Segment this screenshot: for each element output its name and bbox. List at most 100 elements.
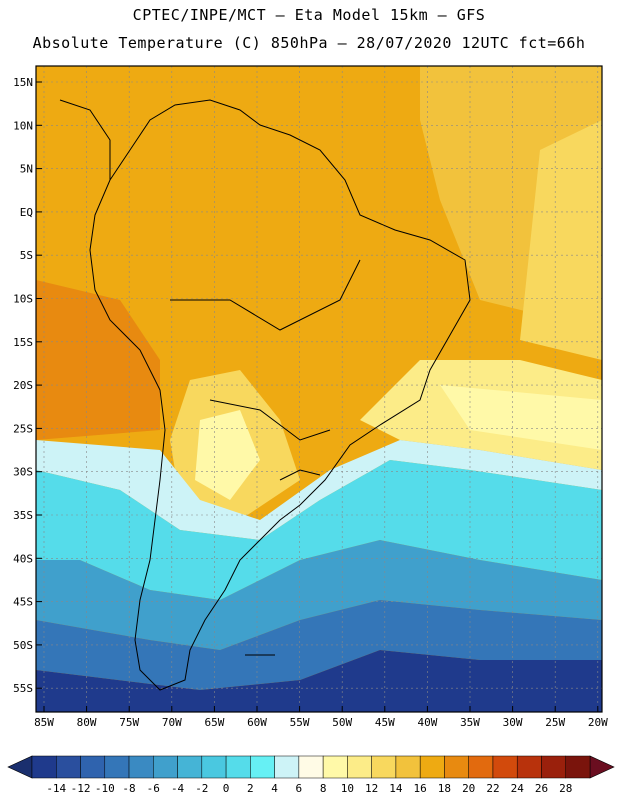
- colorbar-label: -2: [195, 782, 208, 795]
- longitude-label: 20W: [588, 716, 608, 729]
- colorbar-swatch: [225, 755, 251, 779]
- latitude-label: 15N: [13, 76, 33, 89]
- field-continent-pale: [195, 410, 260, 500]
- longitude-label: 35W: [460, 716, 480, 729]
- latitude-label: 5S: [20, 249, 33, 262]
- latitude-label: 5N: [20, 163, 33, 176]
- field-warm-east: [520, 120, 602, 360]
- longitude-label: 60W: [247, 716, 267, 729]
- colorbar-swatch: [541, 755, 566, 779]
- colorbar-label: -4: [171, 782, 185, 795]
- colorbar-label: 10: [341, 782, 354, 795]
- temperature-field: [36, 66, 602, 712]
- colorbar-swatch: [56, 755, 81, 779]
- colorbar-label: -6: [147, 782, 160, 795]
- latitude-label: 55S: [13, 682, 33, 695]
- colorbar: [7, 755, 615, 779]
- colorbar-swatch: [419, 755, 445, 779]
- border-south: [279, 469, 321, 481]
- colorbar-label: 8: [320, 782, 327, 795]
- field-cyan: [36, 460, 602, 600]
- latitude-label: 35S: [13, 509, 33, 522]
- field-pale-yellow-band: [440, 385, 602, 450]
- colorbar-label: -14: [46, 782, 66, 795]
- map-frame: [35, 65, 603, 713]
- longitude-label: 70W: [162, 716, 182, 729]
- colorbar-label: 12: [365, 782, 378, 795]
- colorbar-swatch: [153, 755, 178, 779]
- field-cool-blue: [36, 540, 602, 650]
- colorbar-label: 16: [414, 782, 427, 795]
- longitude-label: 40W: [417, 716, 437, 729]
- colorbar-label: -8: [122, 782, 135, 795]
- colorbar-swatch: [274, 755, 300, 779]
- field-cold-blue: [36, 600, 602, 690]
- colorbar-swatch: [371, 755, 397, 779]
- longitude-label: 30W: [503, 716, 523, 729]
- colorbar-label: 0: [223, 782, 230, 795]
- border-interior: [170, 259, 361, 331]
- colorbar-swatch: [177, 755, 203, 779]
- map-title-line-1: CPTEC/INPE/MCT – Eta Model 15km – GFS: [132, 6, 486, 24]
- field-pacific-orange: [36, 280, 160, 440]
- latitude-labels: 15N 10N 5N EQ 5S 10S 15S 20S 25S 30S 35S 40S 45S 50S 5…: [13, 76, 42, 695]
- latitude-label: 10N: [13, 119, 33, 132]
- colorbar-swatch: [201, 755, 227, 779]
- latitude-label: 40S: [13, 552, 33, 565]
- colorbar-swatch: [80, 755, 106, 779]
- central-america-outline: [59, 99, 111, 180]
- latitude-label: 20S: [13, 379, 33, 392]
- colorbar-swatch: [395, 755, 421, 779]
- colorbar-swatch: [492, 755, 518, 779]
- colorbar-swatch: [322, 755, 348, 779]
- colorbar-label: 14: [389, 782, 403, 795]
- colorbar-swatch: [347, 755, 372, 779]
- colorbar-swatch: [516, 755, 542, 779]
- latitude-label: 10S: [13, 293, 33, 306]
- colorbar-label: -12: [71, 782, 91, 795]
- longitude-label: 55W: [290, 716, 310, 729]
- colorbar-label: 6: [296, 782, 303, 795]
- colorbar-swatch: [104, 755, 130, 779]
- map-title-line-2: Absolute Temperature (C) 850hPa – 28/07/…: [32, 34, 586, 52]
- colorbar-swatch: [468, 755, 494, 779]
- colorbar-label: 28: [559, 782, 572, 795]
- latitude-label: 15S: [13, 336, 33, 349]
- latitude-label: 25S: [13, 422, 33, 435]
- graticule: [36, 66, 602, 712]
- longitude-label: 80W: [77, 716, 97, 729]
- colorbar-label: 20: [462, 782, 475, 795]
- latitude-label: 45S: [13, 596, 33, 609]
- colorbar-label: 22: [486, 782, 499, 795]
- colorbar-label: 18: [438, 782, 451, 795]
- colorbar-low-arrow: [7, 755, 33, 779]
- longitude-label: 75W: [119, 716, 139, 729]
- colorbar-swatch: [128, 755, 154, 779]
- colorbar-label: 2: [247, 782, 254, 795]
- coastline: [59, 99, 471, 691]
- colorbar-swatch: [31, 755, 57, 779]
- colorbar-label: 24: [511, 782, 525, 795]
- longitude-label: 85W: [34, 716, 54, 729]
- latitude-label: EQ: [20, 206, 33, 219]
- latitude-label: 30S: [13, 466, 33, 479]
- longitude-label: 50W: [332, 716, 352, 729]
- field-very-cold: [36, 650, 602, 712]
- colorbar-swatch: [444, 755, 469, 779]
- colorbar-high-arrow: [589, 755, 615, 779]
- colorbar-swatch: [565, 755, 591, 779]
- colorbar-swatch: [250, 755, 275, 779]
- colorbar-swatch: [298, 755, 324, 779]
- latitude-label: 50S: [13, 639, 33, 652]
- colorbar-labels: -14 -12 -10 -8 -6 -4 -2 0 2 4 6 8 10 12 14 16 18 20 22 24 26…: [46, 782, 572, 795]
- colorbar-label: 26: [535, 782, 548, 795]
- longitude-labels: 85W 80W 75W 70W 65W 60W 55W 50W 45W 40W 35W 30W 25W 2…: [34, 706, 608, 729]
- border-paraguay: [209, 399, 331, 441]
- longitude-label: 25W: [545, 716, 565, 729]
- colorbar-label: -10: [95, 782, 115, 795]
- south-america-outline: [89, 99, 471, 691]
- longitude-label: 45W: [375, 716, 395, 729]
- longitude-label: 65W: [204, 716, 224, 729]
- colorbar-label: 4: [271, 782, 278, 795]
